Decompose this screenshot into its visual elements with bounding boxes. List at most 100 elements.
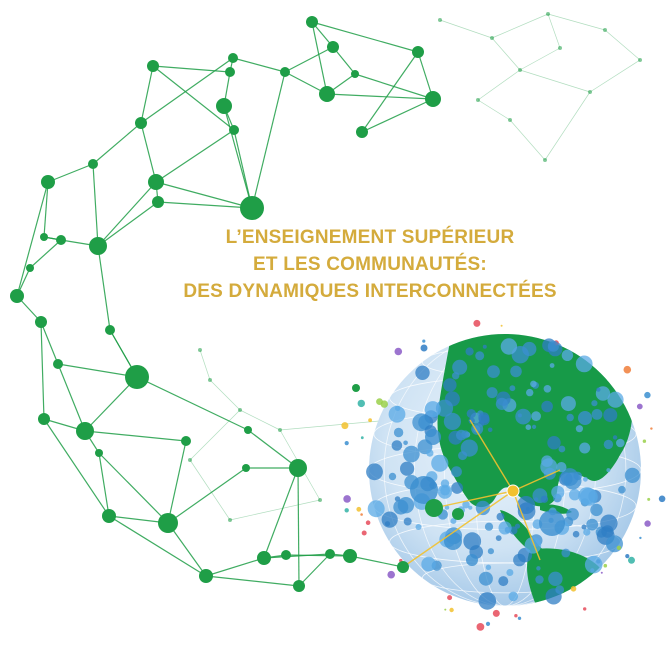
network-edge [247,429,299,469]
network-node [125,365,149,389]
data-dot [541,400,553,413]
network-node [280,67,290,77]
network-node [425,91,441,107]
network-node [147,60,159,72]
network-node [95,449,103,457]
data-dot [583,476,588,482]
network-edge [40,321,45,420]
highlight-node [506,484,520,498]
data-dot [642,439,647,443]
data-dot [443,412,461,430]
network-edge [167,522,207,577]
data-dot [487,427,493,433]
data-dot [487,365,500,378]
earth-globe [341,319,666,631]
data-dot [606,535,623,553]
data-dot [444,608,447,611]
network-edge [152,65,231,73]
faint-node [508,118,512,122]
data-dot [344,441,349,446]
network-node [10,289,24,303]
data-dot [366,463,383,481]
data-dot [415,365,430,380]
data-bubble [410,476,438,504]
network-edge [43,418,110,517]
faint-edge [491,13,549,39]
data-dot [403,517,412,526]
data-dot [566,508,579,521]
data-dot [513,553,526,567]
faint-edge [544,91,591,161]
network-node [76,422,94,440]
data-dot [356,506,362,512]
data-dot [498,521,512,535]
data-dot [616,438,625,448]
network-edge [285,554,351,557]
network-node [281,550,291,560]
network-node [40,233,48,241]
data-dot [514,523,521,529]
faint-node [208,378,212,382]
network-node [199,569,213,583]
data-dot [572,530,580,538]
data-dot [468,505,473,510]
network-node [293,580,305,592]
network-edge [43,181,49,238]
network-edge [354,73,434,100]
faint-edge [491,37,521,71]
data-dot [644,520,651,527]
network-edge [167,440,187,524]
data-dot [473,319,481,327]
faint-edge [239,409,281,431]
data-dot [360,436,364,440]
data-dot [532,424,537,429]
data-dot [540,495,549,503]
network-node [325,549,335,559]
network-edge [57,363,86,432]
network-edge [92,122,142,165]
faint-node [546,12,550,16]
data-dot [517,616,522,620]
data-dot [535,575,544,584]
network-node [53,359,63,369]
data-dot [558,445,566,453]
network-edge [92,163,99,247]
faint-node [188,458,192,462]
data-dot [492,609,500,617]
data-bubble [539,510,565,536]
data-dot [426,449,434,457]
faint-edge [279,419,391,431]
faint-node [588,90,592,94]
network-nodes [10,16,464,592]
network-edge [16,181,49,297]
network-node [356,126,368,138]
data-dot [570,586,577,592]
data-dot [525,424,532,431]
title-block: L’ENSEIGNEMENT SUPÉRIEUR ET LES COMMUNAU… [150,224,590,305]
faint-node [490,36,494,40]
data-dot [495,535,502,541]
data-dot [616,545,622,550]
data-dot [612,435,618,440]
faint-node [228,518,232,522]
faint-node [603,28,607,32]
data-dot [387,570,396,579]
faint-edge [547,13,561,49]
network-edge [136,376,249,431]
data-dot [478,414,490,426]
data-dot [624,467,641,483]
network-edge [140,57,234,124]
faint-node [476,98,480,102]
data-dot [603,439,614,450]
data-dot [531,411,541,422]
network-edge [361,98,434,133]
network-node [242,464,250,472]
network-node [240,196,264,220]
network-edge [108,515,207,577]
data-dot [478,571,493,586]
faint-node [518,68,522,72]
data-dot [526,388,534,397]
network-node [88,159,98,169]
data-dot [365,520,371,525]
network-edge [232,57,286,73]
